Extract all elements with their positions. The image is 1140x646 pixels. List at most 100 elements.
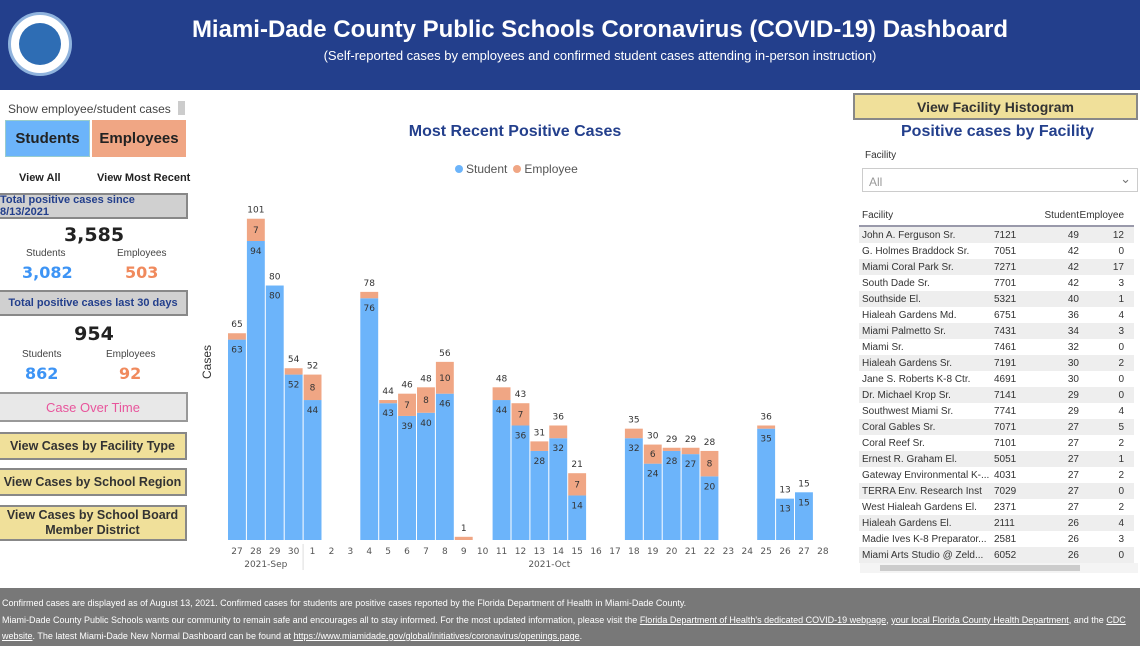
fdoh-link[interactable]: Florida Department of Health's dedicated… [639,614,887,625]
table-row[interactable]: Southwest Miami Sr. 7741 29 4 [859,403,1134,419]
table-row[interactable]: Hialeah Gardens Sr. 7191 30 2 [859,355,1134,371]
student-count: 30 [1067,373,1079,385]
bar-student [511,425,530,540]
table-row[interactable]: Coral Reef Sr. 7101 27 2 [859,435,1134,451]
student-count: 26 [1067,549,1079,561]
table-row[interactable]: Hialeah Gardens El. 2111 26 4 [859,515,1134,531]
student-count: 26 [1067,533,1079,545]
table-row[interactable]: Jane S. Roberts K-8 Ctr. 4691 30 0 [859,371,1134,387]
col-student[interactable]: Student [1044,210,1079,221]
scrollbar-thumb[interactable] [880,565,1080,571]
students-button[interactable]: Students [5,120,90,157]
employees-button[interactable]: Employees [92,120,186,157]
employee-count: 1 [1118,453,1124,465]
facility-filter-value: All [869,175,883,189]
table-row[interactable]: Southside El. 5321 40 1 [859,291,1134,307]
bar-total-label: 80 [269,273,281,283]
bar-employee [568,473,587,496]
student-count: 27 [1067,469,1079,481]
facility-filter-dropdown[interactable]: All ⌄ [862,168,1138,192]
student-dot-icon [455,165,463,173]
bar-label-student: 28 [666,457,678,467]
bar-student [662,450,681,540]
table-row[interactable]: South Dade Sr. 7701 42 3 [859,275,1134,291]
student-count: 34 [1067,325,1079,337]
table-row[interactable]: John A. Ferguson Sr. 7121 49 12 [859,227,1134,243]
view-by-board-district-button[interactable]: View Cases by School Board Member Distri… [0,505,187,541]
legend-employee[interactable]: Employee [513,162,578,176]
view-most-recent-button[interactable]: View Most Recent [97,172,191,184]
x-tick-label: 20 [666,547,678,557]
bar-student [643,463,662,540]
bar-label-employee: 10 [439,374,451,384]
toggle-switch[interactable] [178,101,185,115]
student-count: 30 [1067,357,1079,369]
chevron-down-icon: ⌄ [1120,171,1131,186]
legend-student[interactable]: Student [455,162,507,176]
table-row[interactable]: Ernest R. Graham El. 5051 27 1 [859,451,1134,467]
miamidade-link[interactable]: https://www.miamidade.gov/global/initiat… [293,631,580,641]
bar-label-student: 80 [269,292,281,302]
footer-text: . The latest Miami-Dade New Normal Dashb… [32,631,294,641]
x-tick-label: 17 [609,547,620,557]
table-row[interactable]: Gateway Environmental K-... 4031 27 2 [859,467,1134,483]
employee-count: 0 [1118,373,1124,385]
facility-code: 7101 [994,437,1017,449]
chart-title: Most Recent Positive Cases [408,123,622,140]
footer: Confirmed cases are displayed as of Augu… [0,588,1140,646]
employee-count: 2 [1118,437,1124,449]
bar-student [435,393,454,540]
horizontal-scrollbar[interactable] [860,563,1138,573]
bar-total-label: 78 [364,279,376,289]
county-health-link[interactable]: your local Florida County Health Departm… [891,614,1069,625]
x-tick-label: 5 [385,547,391,557]
table-row[interactable]: Miami Coral Park Sr. 7271 42 17 [859,259,1134,275]
table-row[interactable]: Dr. Michael Krop Sr. 7141 29 0 [859,387,1134,403]
bar-label-student: 76 [364,304,376,314]
x-group-label: 2021-Oct [528,560,570,570]
student-count: 27 [1067,485,1079,497]
bar-employee [379,400,398,404]
bar-employee [681,447,700,455]
bar-label-employee: 7 [574,480,580,490]
students-label: Students [26,248,66,259]
facility-name: South Dade Sr. [862,277,930,289]
employee-count: 2 [1118,357,1124,369]
cdc-link[interactable]: CDC website [2,614,1126,642]
employee-dot-icon [513,165,522,173]
bar-student [360,298,379,540]
col-employee[interactable]: Employee [1079,210,1124,221]
table-row[interactable]: West Hialeah Gardens El. 2371 27 2 [859,499,1134,515]
bar-total-label: 36 [760,412,772,422]
total-since-value: 3,585 [63,224,125,246]
table-row[interactable]: Miami Sr. 7461 32 0 [859,339,1134,355]
view-by-school-region-button[interactable]: View Cases by School Region [0,468,187,496]
bar-total-label: 43 [515,390,526,400]
bar-label-employee: 7 [253,226,259,236]
table-row[interactable]: Madie Ives K-8 Preparator... 2581 26 3 [859,531,1134,547]
table-row[interactable]: G. Holmes Braddock Sr. 7051 42 0 [859,243,1134,259]
bar-student [228,339,246,540]
case-over-time-button[interactable]: Case Over Time [0,392,188,422]
view-facility-histogram-button[interactable]: View Facility Histogram [853,93,1138,120]
table-row[interactable]: Miami Palmetto Sr. 7431 34 3 [859,323,1134,339]
table-row[interactable]: TERRA Env. Research Inst 7029 27 0 [859,483,1134,499]
facility-name: Southwest Miami Sr. [862,405,954,417]
table-row[interactable]: Coral Gables Sr. 7071 27 5 [859,419,1134,435]
facility-code: 7121 [994,229,1017,241]
facility-code: 5051 [994,453,1017,465]
col-facility[interactable]: Facility [862,210,894,221]
x-tick-label: 28 [250,547,262,557]
employee-count: 0 [1118,485,1124,497]
view-by-facility-type-button[interactable]: View Cases by Facility Type [0,432,187,460]
x-tick-label: 22 [704,547,715,557]
view-all-button[interactable]: View All [19,172,61,184]
table-row[interactable]: Miami Arts Studio @ Zeld... 6052 26 0 [859,547,1134,563]
bar-label-student: 28 [534,457,546,467]
bar-total-label: 21 [571,460,582,470]
bar-label-student: 39 [401,422,413,432]
x-tick-label: 3 [347,547,353,557]
table-row[interactable]: Hialeah Gardens Md. 6751 36 4 [859,307,1134,323]
facility-name: Coral Gables Sr. [862,421,936,433]
facility-name: Miami Arts Studio @ Zeld... [862,549,984,561]
